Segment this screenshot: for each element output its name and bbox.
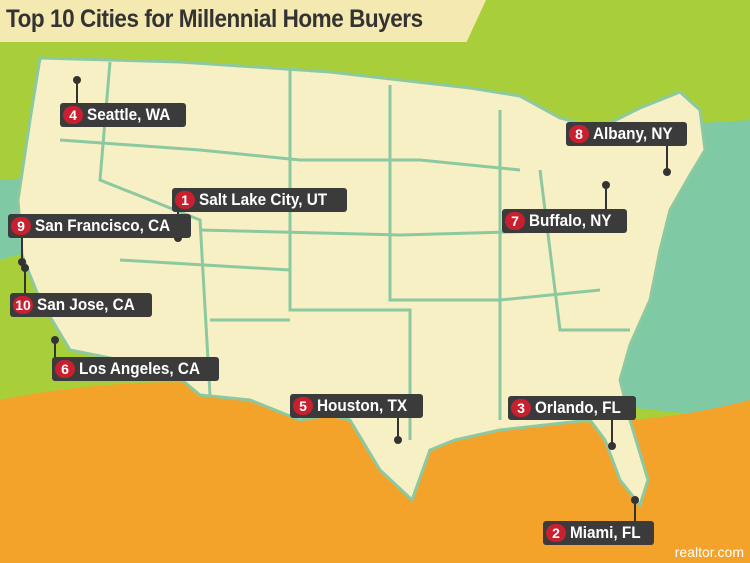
city-name: Houston, TX bbox=[317, 396, 408, 415]
city-name: Salt Lake City, UT bbox=[199, 190, 328, 209]
city-name: Orlando, FL bbox=[535, 398, 621, 417]
city-label-miami: 2 Miami, FL bbox=[543, 521, 655, 545]
city-name: San Francisco, CA bbox=[35, 216, 171, 235]
city-name: Buffalo, NY bbox=[529, 211, 612, 230]
rank-badge: 7 bbox=[505, 212, 525, 230]
source-credit: realtor.com bbox=[674, 544, 744, 560]
rank-badge: 8 bbox=[569, 125, 589, 143]
city-name: Los Angeles, CA bbox=[79, 359, 201, 378]
city-label-san-francisco: 9 San Francisco, CA bbox=[8, 214, 192, 238]
city-label-buffalo: 7 Buffalo, NY bbox=[502, 209, 627, 233]
city-label-orlando: 3 Orlando, FL bbox=[508, 396, 637, 420]
rank-badge: 2 bbox=[546, 524, 566, 542]
city-name: Seattle, WA bbox=[87, 105, 171, 124]
city-name: Miami, FL bbox=[570, 523, 641, 542]
city-name: San Jose, CA bbox=[37, 295, 135, 314]
rank-badge: 9 bbox=[11, 217, 31, 235]
city-label-seattle: 4 Seattle, WA bbox=[60, 103, 186, 127]
city-label-houston: 5 Houston, TX bbox=[290, 394, 424, 418]
title-banner: Top 10 Cities for Millennial Home Buyers bbox=[0, 0, 486, 42]
rank-badge: 5 bbox=[293, 397, 313, 415]
rank-badge: 10 bbox=[13, 296, 33, 314]
city-label-san-jose: 10 San Jose, CA bbox=[10, 293, 152, 317]
page-title: Top 10 Cities for Millennial Home Buyers bbox=[6, 5, 423, 33]
city-name: Albany, NY bbox=[593, 124, 673, 143]
rank-badge: 6 bbox=[55, 360, 75, 378]
city-label-salt-lake-city: 1 Salt Lake City, UT bbox=[172, 188, 348, 212]
city-label-albany: 8 Albany, NY bbox=[566, 122, 688, 146]
rank-badge: 3 bbox=[511, 399, 531, 417]
rank-badge: 1 bbox=[175, 191, 195, 209]
city-label-los-angeles: 6 Los Angeles, CA bbox=[52, 357, 220, 381]
rank-badge: 4 bbox=[63, 106, 83, 124]
